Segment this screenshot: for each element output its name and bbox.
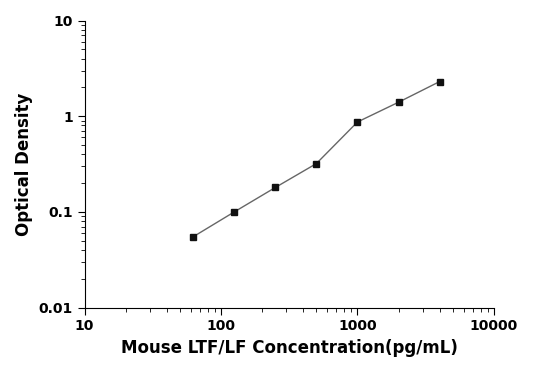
X-axis label: Mouse LTF/LF Concentration(pg/mL): Mouse LTF/LF Concentration(pg/mL) (121, 339, 458, 357)
Y-axis label: Optical Density: Optical Density (15, 92, 33, 236)
